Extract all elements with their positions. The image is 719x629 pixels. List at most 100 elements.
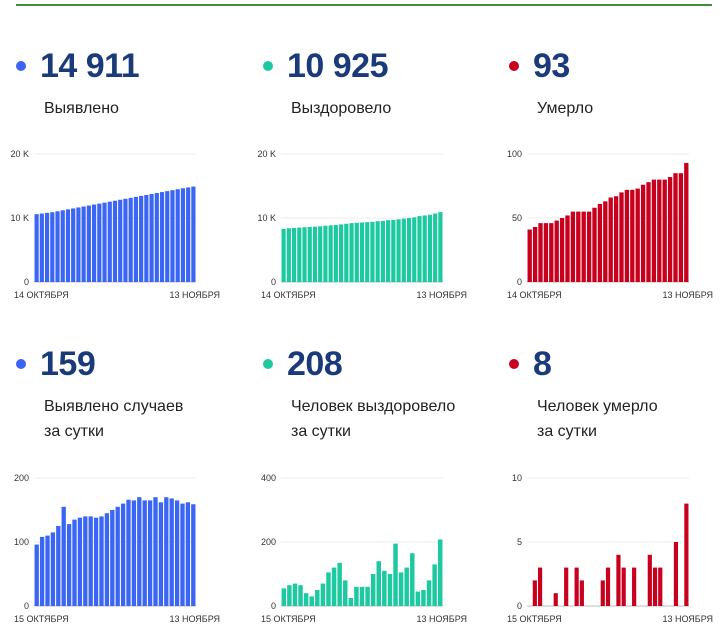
legend-dot	[263, 359, 273, 369]
bar	[153, 497, 158, 606]
x-end-label: 13 НОЯБРЯ	[416, 614, 467, 624]
bar	[131, 500, 137, 606]
stat-value: 159	[40, 344, 96, 383]
bar	[92, 204, 97, 282]
x-end-label: 13 НОЯБРЯ	[169, 290, 220, 300]
x-start-label: 14 ОКТЯБРЯ	[14, 290, 69, 300]
bar	[673, 542, 679, 606]
stat-card-deaths: 93 Умерло 0 50 100 14 ОКТЯБРЯ 13 НОЯБРЯ	[497, 46, 719, 308]
legend-dot	[263, 61, 273, 71]
bar	[398, 572, 404, 606]
bar	[632, 567, 637, 606]
bar	[315, 590, 320, 606]
bar	[422, 215, 427, 282]
stat-label: Выявлено случаев за сутки	[44, 398, 184, 440]
bar	[532, 580, 537, 606]
bar	[543, 223, 549, 282]
bar	[128, 197, 133, 282]
bar	[137, 497, 142, 606]
bar	[421, 590, 426, 606]
bar	[174, 500, 180, 606]
bar	[537, 567, 543, 606]
bar	[391, 219, 396, 282]
chart-deaths-cumulative: 0 50 100 14 ОКТЯБРЯ 13 НОЯБРЯ	[507, 149, 713, 300]
bar	[307, 226, 312, 282]
x-start-label: 14 ОКТЯБРЯ	[261, 290, 316, 300]
bar	[281, 588, 287, 606]
bar	[382, 570, 387, 606]
y-tick-label: 0	[517, 601, 522, 611]
stat-label: Выздоровело	[291, 100, 392, 117]
bar	[291, 227, 297, 282]
bar	[684, 162, 689, 282]
chart-recovered-cumulative: 0 10 K 20 K 14 ОКТЯБРЯ 13 НОЯБРЯ	[257, 149, 467, 300]
bar	[673, 173, 678, 282]
bar	[647, 554, 652, 606]
top-divider	[16, 4, 712, 6]
bar	[133, 196, 138, 282]
bar	[658, 567, 663, 606]
legend-dot	[16, 61, 26, 71]
bar	[72, 519, 77, 606]
bar	[175, 189, 180, 282]
bar	[554, 220, 559, 282]
bar	[359, 222, 365, 282]
bar	[302, 227, 307, 282]
bar	[396, 219, 401, 282]
bar	[380, 220, 385, 282]
bar	[191, 186, 196, 282]
x-start-label: 15 ОКТЯБРЯ	[261, 614, 316, 624]
stat-card-recovered: 10 925 Выздоровело 0 10 K 20 K 14 ОКТЯБРЯ 13…	[251, 46, 476, 308]
stat-label: Выявлено	[44, 100, 119, 117]
bar	[110, 510, 115, 606]
bar	[349, 223, 354, 282]
bar	[164, 497, 169, 606]
bar	[613, 196, 619, 282]
stat-label: Человек умерло за сутки	[537, 398, 658, 440]
bar	[667, 177, 673, 282]
bar	[553, 593, 558, 606]
x-start-label: 14 ОКТЯБРЯ	[507, 290, 562, 300]
bar	[120, 503, 126, 606]
stat-card-daily-detected: 159 Выявлено случаев за сутки 0 100 200 15 О…	[4, 344, 229, 629]
bar	[354, 586, 359, 606]
bar	[191, 504, 196, 606]
bar	[401, 218, 406, 282]
bar	[115, 506, 120, 606]
bar	[426, 580, 432, 606]
bar	[581, 211, 586, 282]
bar	[309, 596, 314, 606]
bar	[619, 192, 624, 282]
bar	[126, 499, 131, 606]
bar	[55, 211, 60, 282]
bar	[170, 190, 175, 282]
bar	[635, 188, 640, 282]
bar	[142, 500, 147, 606]
bar	[165, 191, 170, 282]
bar	[323, 225, 328, 282]
bar	[180, 503, 185, 606]
bar	[365, 222, 370, 282]
bar	[77, 517, 83, 606]
bar	[112, 200, 118, 282]
bar	[297, 227, 302, 282]
bar	[592, 207, 597, 282]
bar	[348, 598, 354, 606]
bar	[616, 554, 621, 606]
bar	[417, 216, 422, 282]
y-tick-label: 100	[507, 149, 522, 159]
bar	[88, 516, 93, 606]
bar	[376, 561, 381, 606]
bar	[621, 567, 626, 606]
bar	[147, 500, 153, 606]
bar	[123, 198, 128, 282]
bar	[433, 213, 438, 282]
bar	[86, 205, 91, 282]
bar	[565, 215, 570, 282]
bar	[312, 226, 318, 282]
bar	[586, 211, 592, 282]
bar	[333, 225, 338, 282]
bar	[169, 498, 174, 606]
bar	[570, 211, 576, 282]
bar	[370, 221, 375, 282]
